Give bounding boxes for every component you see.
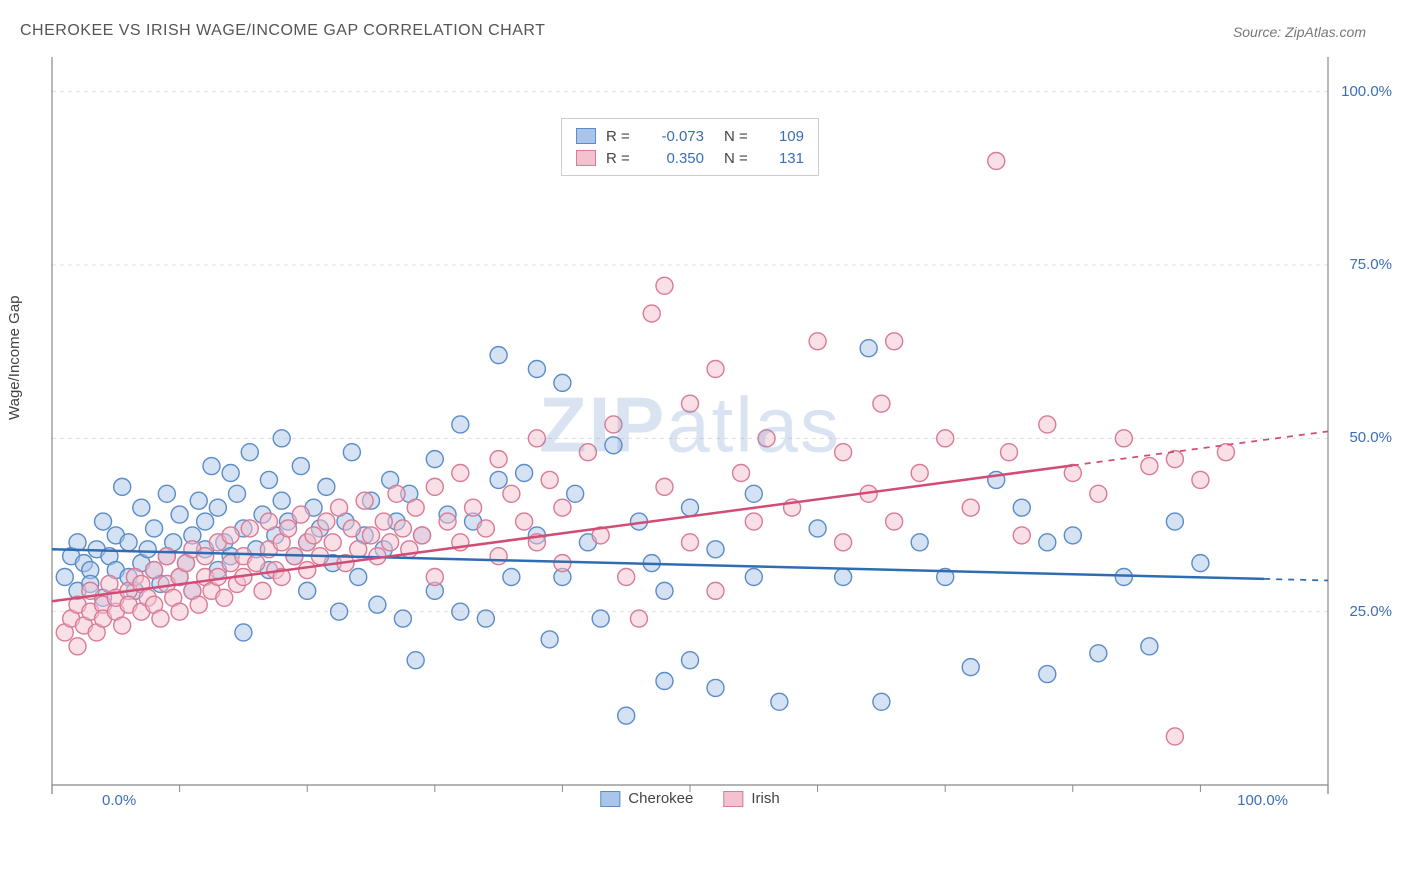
x-tick-label: 0.0%	[102, 792, 136, 809]
y-tick-label: 50.0%	[1349, 429, 1392, 446]
y-tick-label: 100.0%	[1341, 83, 1392, 100]
legend-row: R = 0.350 N = 131	[576, 147, 804, 169]
legend-label: Irish	[751, 790, 779, 807]
y-axis-label: Wage/Income Gap	[6, 295, 23, 420]
chart-title: CHEROKEE VS IRISH WAGE/INCOME GAP CORREL…	[20, 22, 545, 40]
legend-correlation: R = -0.073 N = 109 R = 0.350 N = 131	[561, 118, 819, 176]
legend-label: Cherokee	[628, 790, 693, 807]
source-attribution: Source: ZipAtlas.com	[1233, 24, 1366, 40]
r-value: 0.350	[644, 150, 704, 167]
n-label: N =	[724, 128, 754, 145]
n-value: 131	[764, 150, 804, 167]
x-tick-label: 100.0%	[1237, 792, 1288, 809]
n-value: 109	[764, 128, 804, 145]
legend-swatch	[600, 791, 620, 807]
legend-swatch	[576, 150, 596, 166]
legend-item: Cherokee	[600, 790, 693, 807]
legend-series: Cherokee Irish	[600, 790, 779, 807]
r-label: R =	[606, 128, 634, 145]
r-value: -0.073	[644, 128, 704, 145]
legend-item: Irish	[723, 790, 779, 807]
r-label: R =	[606, 150, 634, 167]
n-label: N =	[724, 150, 754, 167]
y-tick-label: 25.0%	[1349, 603, 1392, 620]
y-tick-label: 75.0%	[1349, 256, 1392, 273]
legend-swatch	[723, 791, 743, 807]
plot-area: ZIPatlas R = -0.073 N = 109 R = 0.350 N …	[50, 55, 1330, 825]
chart-container: CHEROKEE VS IRISH WAGE/INCOME GAP CORREL…	[0, 0, 1406, 892]
legend-row: R = -0.073 N = 109	[576, 125, 804, 147]
legend-swatch	[576, 128, 596, 144]
